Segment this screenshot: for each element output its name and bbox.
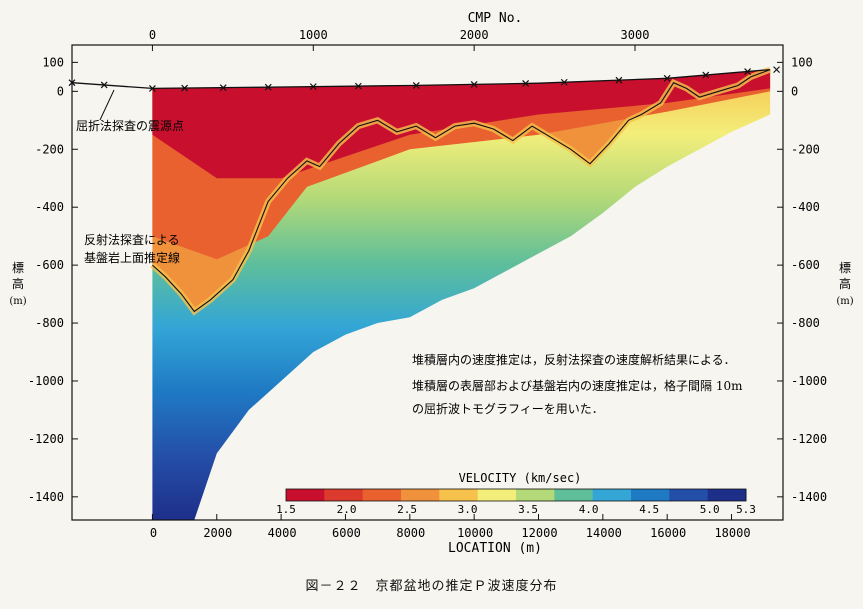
colorbar-swatch bbox=[516, 489, 555, 501]
y-tick-label-right: -400 bbox=[791, 200, 820, 214]
y-axis-label-right-2: 高 bbox=[839, 276, 851, 291]
shot-point-arrow bbox=[99, 89, 115, 121]
x-axis-label: LOCATION (m) bbox=[448, 541, 542, 556]
x-tick-label: 14000 bbox=[586, 526, 622, 540]
colorbar-frame bbox=[285, 488, 747, 502]
y-tick-label-right: -1400 bbox=[791, 490, 827, 504]
y-tick-label-right: -1000 bbox=[791, 374, 827, 388]
colorbar-swatch bbox=[286, 489, 325, 501]
y-axis-label-right-1: 標 bbox=[839, 261, 851, 275]
x-tick-label: 4000 bbox=[268, 526, 297, 540]
y-tick-label-right: 100 bbox=[791, 55, 813, 69]
colorbar-swatch bbox=[707, 489, 747, 501]
shot-point-mark bbox=[100, 81, 108, 89]
colorbar-swatch bbox=[401, 489, 440, 501]
cmp-tick-label: 1000 bbox=[299, 28, 328, 42]
colorbar-tick-label: 1.5 bbox=[276, 503, 296, 516]
y-tick-label-left: 0 bbox=[57, 84, 64, 98]
colorbar-swatch bbox=[631, 489, 670, 501]
x-tick-label: 8000 bbox=[396, 526, 425, 540]
y-tick-label-left: -1200 bbox=[28, 432, 64, 446]
colorbar-tick-label: 4.5 bbox=[639, 503, 659, 516]
shot-point-mark bbox=[309, 83, 317, 91]
y-tick-label-left: -1400 bbox=[28, 490, 64, 504]
note-line-3: の屈折波トモグラフィーを用いた． bbox=[412, 401, 604, 416]
y-tick-label-left: -200 bbox=[35, 142, 64, 156]
marks bbox=[68, 66, 780, 313]
shot-point-mark bbox=[412, 82, 420, 89]
y-tick-label-right: -200 bbox=[791, 142, 820, 156]
note-line-2: 堆積層の表層部および基盤岩内の速度推定は，格子間隔 10m bbox=[412, 378, 743, 393]
shot-point-mark bbox=[68, 79, 76, 87]
colorbar-swatch bbox=[362, 489, 402, 501]
shot-point-mark bbox=[470, 80, 478, 88]
x-tick-label: 16000 bbox=[650, 526, 686, 540]
x-tick-label: 6000 bbox=[332, 526, 361, 540]
x-tick-label: 10000 bbox=[457, 526, 493, 540]
colorbar-swatch bbox=[324, 489, 364, 501]
y-tick-label-right: -800 bbox=[791, 316, 820, 330]
plot-frame bbox=[71, 44, 784, 521]
basement-annotation-1: 反射法探査による bbox=[84, 232, 180, 247]
y-tick-label-left: 100 bbox=[42, 55, 64, 69]
y-axis-label-left-2: 高 bbox=[12, 276, 24, 291]
basement-line bbox=[152, 69, 771, 313]
shot-point-mark bbox=[702, 71, 710, 79]
cmp-tick-label: 3000 bbox=[621, 28, 650, 42]
y-axis-label-right-3: (m) bbox=[836, 296, 853, 307]
y-tick-label-left: -1000 bbox=[28, 374, 64, 388]
velocity-field bbox=[150, 66, 772, 520]
y-tick-label-right: -600 bbox=[791, 258, 820, 272]
cmp-tick-label: 0 bbox=[149, 28, 156, 42]
shot-point-mark bbox=[264, 83, 272, 91]
colorbar-tick-label: 3.0 bbox=[458, 503, 478, 516]
colorbar-swatch bbox=[554, 489, 594, 501]
note-line-1: 堆積層内の速度推定は，反射法探査の速度解析結果による． bbox=[412, 352, 736, 367]
x-tick-label: 18000 bbox=[714, 526, 750, 540]
axes: 100 1000 0-200 -200-400 -400-600 -600-800 -800… bbox=[28, 28, 827, 540]
colorbar-swatch bbox=[669, 489, 709, 501]
y-tick-label-left: -800 bbox=[35, 316, 64, 330]
y-axis-label-left-3: (m) bbox=[9, 296, 26, 307]
shot-point-mark bbox=[522, 80, 530, 87]
figure-caption: 図－２２ 京都盆地の推定Ｐ波速度分布 bbox=[305, 579, 558, 594]
y-tick-label-left: -400 bbox=[35, 200, 64, 214]
shot-point-mark bbox=[149, 85, 156, 92]
colorbar-swatch bbox=[439, 489, 479, 501]
colorbar-tick-label: 2.0 bbox=[337, 503, 357, 516]
x-tick-label: 12000 bbox=[521, 526, 557, 540]
shot-point-mark bbox=[181, 84, 189, 92]
shot-point-mark bbox=[560, 78, 568, 86]
colorbar-tick-label: 5.3 bbox=[736, 503, 756, 516]
colorbar-tick-label: 4.0 bbox=[579, 503, 599, 516]
shot-point-annotation: 屈折法探査の震源点 bbox=[76, 118, 184, 133]
cmp-tick-label: 2000 bbox=[460, 28, 489, 42]
colorbar-tick-label: 3.5 bbox=[518, 503, 538, 516]
colorbar-swatch bbox=[477, 489, 517, 501]
shot-point-mark bbox=[354, 82, 362, 90]
colorbar-title: VELOCITY (km/sec) bbox=[459, 471, 582, 485]
shot-point-mark bbox=[219, 84, 227, 92]
y-axis-label-left-1: 標 bbox=[12, 261, 24, 275]
colorbar: 1.5 2.0 2.5 3.0 3.5 4.0 4.5 5.0 5.3 bbox=[276, 488, 756, 516]
shot-point-mark bbox=[744, 68, 752, 75]
colorbar-tick-label: 5.0 bbox=[700, 503, 720, 516]
shot-point-mark bbox=[615, 76, 623, 84]
basement-annotation-2: 基盤岩上面推定線 bbox=[84, 250, 180, 265]
colorbar-swatch bbox=[592, 489, 632, 501]
x-tick-label: 0 bbox=[150, 526, 157, 540]
shot-point-mark bbox=[663, 74, 671, 82]
colorbar-tick-label: 2.5 bbox=[397, 503, 417, 516]
top-axis-label: CMP No. bbox=[468, 11, 523, 26]
x-tick-label: 2000 bbox=[203, 526, 232, 540]
y-tick-label-right: 0 bbox=[791, 84, 798, 98]
y-tick-label-left: -600 bbox=[35, 258, 64, 272]
y-tick-label-right: -1200 bbox=[791, 432, 827, 446]
shot-point-mark bbox=[773, 66, 780, 74]
